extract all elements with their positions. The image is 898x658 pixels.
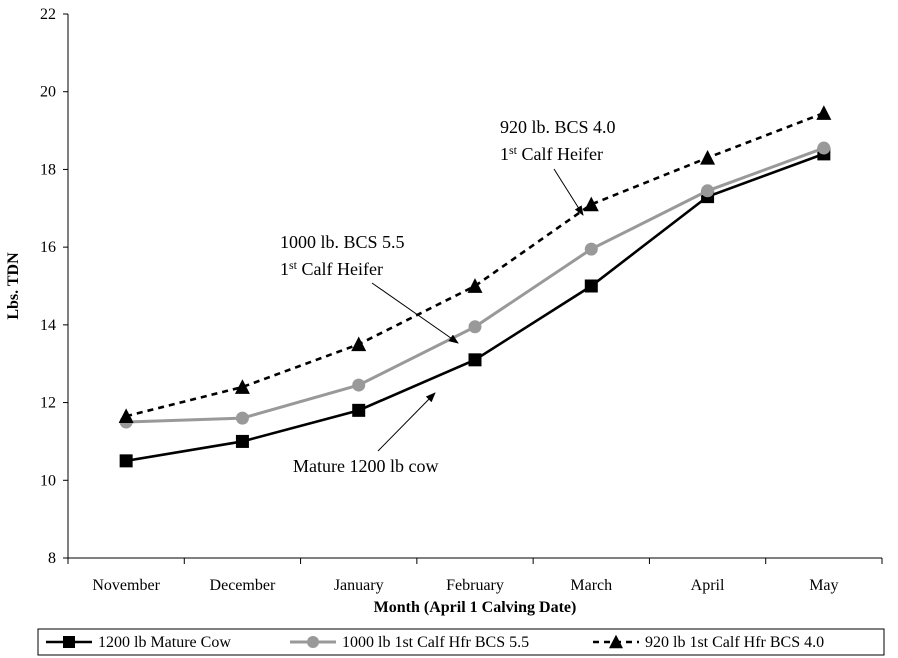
- annotation-920-arrow: [553, 168, 584, 216]
- x-tick-label: March: [570, 577, 612, 594]
- annotation-rest: Calf Heifer: [297, 259, 383, 279]
- annotation-920-line1: 920 lb. BCS 4.0: [500, 117, 616, 137]
- x-tick-label: April: [691, 577, 725, 594]
- annotation-1000-line1: 1000 lb. BCS 5.5: [280, 232, 405, 252]
- x-tick-label: May: [809, 577, 838, 594]
- series-1-point: [584, 279, 598, 293]
- x-tick-label: February: [446, 577, 504, 594]
- legend-swatch-marker: [63, 636, 75, 648]
- series-3-point: [351, 336, 367, 352]
- x-tick-label: December: [210, 577, 276, 594]
- series-2-point: [352, 378, 366, 392]
- y-tick-label: 12: [40, 395, 56, 412]
- annotation-mature-arrow: [377, 392, 436, 452]
- series-1-point: [468, 353, 482, 367]
- annotation-mature-cow: Mature 1200 lb cow: [293, 392, 438, 476]
- y-tick-label: 18: [40, 161, 56, 178]
- series-3-line: [125, 111, 825, 418]
- x-ticks: November December January February March Apri…: [67, 558, 883, 594]
- legend-box: [37, 628, 885, 656]
- legend-label: 1000 lb 1st Calf Hfr BCS 5.5: [342, 634, 529, 651]
- series-2-point: [584, 242, 598, 256]
- legend: 1200 lb Mature Cow 1000 lb 1st Calf Hfr B…: [37, 628, 885, 656]
- series-3-point: [583, 196, 599, 212]
- series-3-point: [700, 149, 716, 165]
- series-1-point: [119, 454, 133, 468]
- y-tick-label: 20: [40, 84, 56, 101]
- series-2-point: [701, 184, 715, 198]
- y-axis-title: Lbs. TDN: [5, 252, 22, 320]
- annotation-1000-line2: 1st Calf Heifer: [280, 258, 383, 279]
- series-3-point: [816, 105, 832, 120]
- y-tick-label: 10: [40, 472, 56, 489]
- annotation-920-heifer: 920 lb. BCS 4.0 1st Calf Heifer: [500, 117, 616, 216]
- series-1-point: [235, 434, 249, 448]
- series-3-point: [234, 379, 250, 394]
- legend-label: 1200 lb Mature Cow: [98, 634, 231, 651]
- y-ticks: 8 10 12 14 16 18 20 22: [40, 6, 68, 567]
- y-tick-label: 14: [40, 317, 56, 334]
- annotation-920-line2: 1st Calf Heifer: [500, 143, 603, 164]
- x-tick-label: November: [92, 577, 160, 594]
- legend-label: 920 lb 1st Calf Hfr BCS 4.0: [645, 634, 824, 651]
- series-3: [118, 105, 832, 423]
- annotation-ordinal-number: 1: [500, 144, 509, 164]
- annotation-ordinal-suffix: st: [509, 143, 518, 157]
- y-tick-label: 16: [40, 239, 56, 256]
- annotation-1000-arrow: [371, 282, 459, 344]
- series-2-point: [468, 320, 482, 334]
- series-2-point: [817, 141, 831, 155]
- annotation-rest: Calf Heifer: [517, 144, 603, 164]
- annotation-ordinal-number: 1: [280, 259, 289, 279]
- series-3-point: [467, 278, 483, 293]
- series-2-point: [235, 411, 249, 425]
- x-tick-label: January: [334, 577, 384, 594]
- annotation-1000-heifer: 1000 lb. BCS 5.5 1st Calf Heifer: [280, 232, 459, 344]
- series-1-point: [352, 403, 366, 417]
- x-axis-title: Month (April 1 Calving Date): [374, 599, 577, 616]
- series-layer: [118, 105, 832, 468]
- annotation-ordinal-suffix: st: [289, 258, 298, 272]
- y-tick-label: 22: [40, 6, 56, 23]
- y-tick-label: 8: [48, 550, 56, 567]
- series-2: [119, 141, 831, 429]
- legend-swatch-marker: [609, 634, 623, 649]
- series-3-point: [118, 408, 134, 423]
- series-1-line: [125, 152, 825, 463]
- legend-swatch-marker: [307, 636, 319, 648]
- annotation-mature-line1: Mature 1200 lb cow: [293, 456, 438, 476]
